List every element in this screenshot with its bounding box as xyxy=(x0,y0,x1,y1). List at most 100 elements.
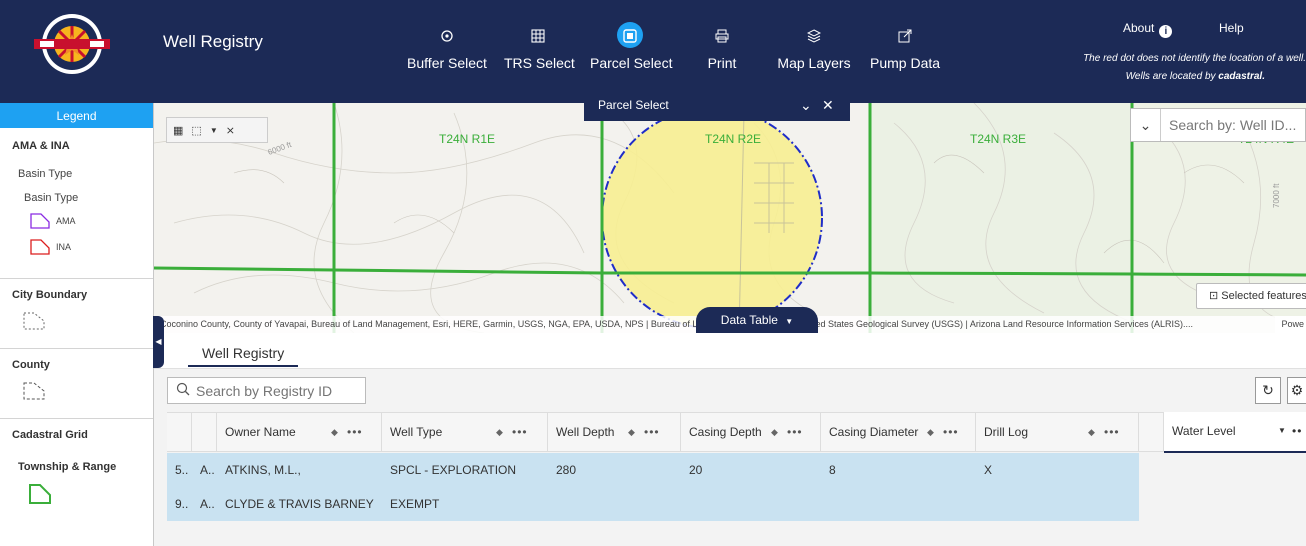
well-search-box[interactable]: ⌄ Search by: Well ID... xyxy=(1130,108,1306,142)
collapse-panel-icon[interactable]: ⌄ xyxy=(800,97,812,113)
clear-selection-icon[interactable]: ⨯ xyxy=(225,124,235,137)
map-view[interactable]: T24N R1E T24N R2E T24N R3E T24N R4E N 60… xyxy=(154,103,1306,333)
column-menu-icon[interactable]: ••• xyxy=(787,425,803,439)
table-options-button[interactable]: ⚙ xyxy=(1287,377,1306,404)
sort-icon[interactable]: ◆ xyxy=(331,427,338,437)
ina-swatch-icon xyxy=(30,239,50,255)
well-type-header-label: Well Type xyxy=(390,425,443,439)
printer-icon xyxy=(709,22,735,48)
registry-search-box[interactable] xyxy=(167,377,366,404)
legend-section-cadastral: Cadastral Grid Township & Range xyxy=(0,418,153,510)
table-container: ↻ ⚙ Owner Name ◆ ••• Well Type ◆ xyxy=(154,369,1306,546)
cell-casing-depth xyxy=(689,487,819,521)
owner-name-header-label: Owner Name xyxy=(225,425,296,439)
sort-icon[interactable]: ◆ xyxy=(927,427,934,437)
selected-features-button[interactable]: ⊡ Selected features xyxy=(1196,283,1306,309)
map-layers-tool[interactable]: Map Layers xyxy=(776,22,852,82)
caret-down-icon[interactable]: ▼ xyxy=(1278,426,1286,435)
sort-icon[interactable]: ◆ xyxy=(771,427,778,437)
ama-swatch-icon xyxy=(30,213,50,229)
search-icon xyxy=(176,382,190,399)
table-row[interactable]: 9... A... CLYDE & TRAVIS BARNEY EXEMPT xyxy=(167,487,1139,521)
sort-icon[interactable]: ◆ xyxy=(1088,427,1095,437)
column-header-casing-depth[interactable]: Casing Depth ◆ ••• xyxy=(681,413,821,452)
cell-drill-log: X xyxy=(984,463,993,477)
column-header-casing-diameter[interactable]: Casing Diameter ◆ ••• xyxy=(821,413,976,452)
export-icon xyxy=(892,22,918,48)
legend-county: County xyxy=(12,359,50,371)
refresh-button[interactable]: ↻ xyxy=(1255,377,1281,404)
help-link[interactable]: Help xyxy=(1219,21,1244,35)
tab-divider xyxy=(154,368,1306,369)
column-header-drill-log[interactable]: Drill Log ◆ ••• xyxy=(976,413,1139,452)
column-menu-icon[interactable]: ••• xyxy=(644,425,660,439)
qr-select-icon[interactable]: ▦ xyxy=(173,124,184,137)
parcel-panel-title: Parcel Select xyxy=(598,98,669,112)
legend-basin-type-group: Basin Type xyxy=(18,168,73,180)
tab-well-registry[interactable]: Well Registry xyxy=(188,343,299,367)
map-selection-toolbar: ▦ ⬚ ▼ ⨯ xyxy=(166,117,268,143)
well-search-input[interactable]: Search by: Well ID... xyxy=(1169,117,1297,133)
sort-icon[interactable]: ◆ xyxy=(628,427,635,437)
print-tool[interactable]: Print xyxy=(704,22,740,82)
column-header-well-depth[interactable]: Well Depth ◆ ••• xyxy=(548,413,681,452)
legend-city-boundary: City Boundary xyxy=(12,289,88,301)
info-icon: i xyxy=(1159,25,1173,38)
cell-id: 9... xyxy=(175,497,189,511)
county-swatch-icon xyxy=(23,382,45,400)
arizona-dwr-seal-icon[interactable] xyxy=(30,12,114,76)
legend-section-county: County xyxy=(0,348,153,406)
cell-owner-name: ATKINS, M.L., xyxy=(225,463,301,477)
city-boundary-swatch-icon xyxy=(23,312,45,330)
sort-icon[interactable]: ◆ xyxy=(496,427,503,437)
lasso-select-icon[interactable]: ⬚ xyxy=(191,124,202,137)
registry-search-input[interactable] xyxy=(196,382,356,399)
trs-select-tool[interactable]: TRS Select xyxy=(504,22,575,82)
parcel-select-label: Parcel Select xyxy=(590,55,673,71)
trs-select-label: TRS Select xyxy=(504,55,575,71)
column-header-well-type[interactable]: Well Type ◆ ••• xyxy=(382,413,548,452)
legend-collapse-handle[interactable]: ◀ xyxy=(153,316,164,368)
map-label-r1e: T24N R1E xyxy=(439,132,495,146)
column-menu-icon[interactable]: ••• xyxy=(512,425,528,439)
powered-by[interactable]: Powe xyxy=(1275,316,1306,333)
pump-data-tool[interactable]: Pump Data xyxy=(870,22,940,82)
data-table-label: Data Table xyxy=(720,313,778,327)
legend-title: Legend xyxy=(0,103,153,128)
grid-icon xyxy=(525,22,551,48)
selected-features-label: Selected features xyxy=(1221,290,1306,302)
disclaimer-line2: Wells are located by cadastral. xyxy=(1066,68,1306,86)
legend-item-ama: AMA xyxy=(0,208,153,234)
cell-well-type: SPCL - EXPLORATION xyxy=(390,463,517,477)
table-row[interactable]: 5... A... ATKINS, M.L., SPCL - EXPLORATI… xyxy=(167,453,1139,487)
chevron-down-icon[interactable]: ⌄ xyxy=(1131,109,1161,141)
well-depth-header-label: Well Depth xyxy=(556,425,615,439)
cell-a: A... xyxy=(200,497,214,511)
app-title: Well Registry xyxy=(163,32,263,51)
id-column-header[interactable] xyxy=(192,413,217,452)
close-icon[interactable]: ✕ xyxy=(822,97,834,113)
about-link[interactable]: About i xyxy=(1123,21,1173,38)
parcel-select-icon xyxy=(617,22,643,48)
chevron-down-icon[interactable]: ▼ xyxy=(209,125,218,135)
select-column-header[interactable] xyxy=(167,413,192,452)
casing-depth-header-label: Casing Depth xyxy=(689,425,762,439)
buffer-select-tool[interactable]: Buffer Select xyxy=(406,22,488,82)
column-menu-icon[interactable]: ••• xyxy=(1104,425,1120,439)
column-header-owner-name[interactable]: Owner Name ◆ ••• xyxy=(217,413,382,452)
data-table-panel: Well Registry ↻ ⚙ Owner Name xyxy=(154,333,1306,546)
disclaimer-line1: The red dot does not identify the locati… xyxy=(1083,53,1306,64)
parcel-select-tool[interactable]: Parcel Select xyxy=(590,22,673,82)
buffer-select-label: Buffer Select xyxy=(407,55,487,71)
disclaimer-line2-prefix: Wells are located by xyxy=(1125,71,1216,82)
water-level-header-label: Water Level xyxy=(1172,424,1236,438)
column-header-water-level[interactable]: Water Level ▼ •• xyxy=(1164,412,1306,453)
column-menu-icon[interactable]: ••• xyxy=(943,425,959,439)
casing-diameter-header-label: Casing Diameter xyxy=(829,425,919,439)
well-registry-grid: Owner Name ◆ ••• Well Type ◆ ••• Well De… xyxy=(167,412,1306,546)
map-label-r2e: T24N R2E xyxy=(705,132,761,146)
column-menu-icon[interactable]: •• xyxy=(1292,424,1303,438)
data-table-toggle[interactable]: Data Table ▼ xyxy=(696,307,818,333)
caret-down-icon: ▼ xyxy=(785,317,794,326)
column-menu-icon[interactable]: ••• xyxy=(347,425,363,439)
